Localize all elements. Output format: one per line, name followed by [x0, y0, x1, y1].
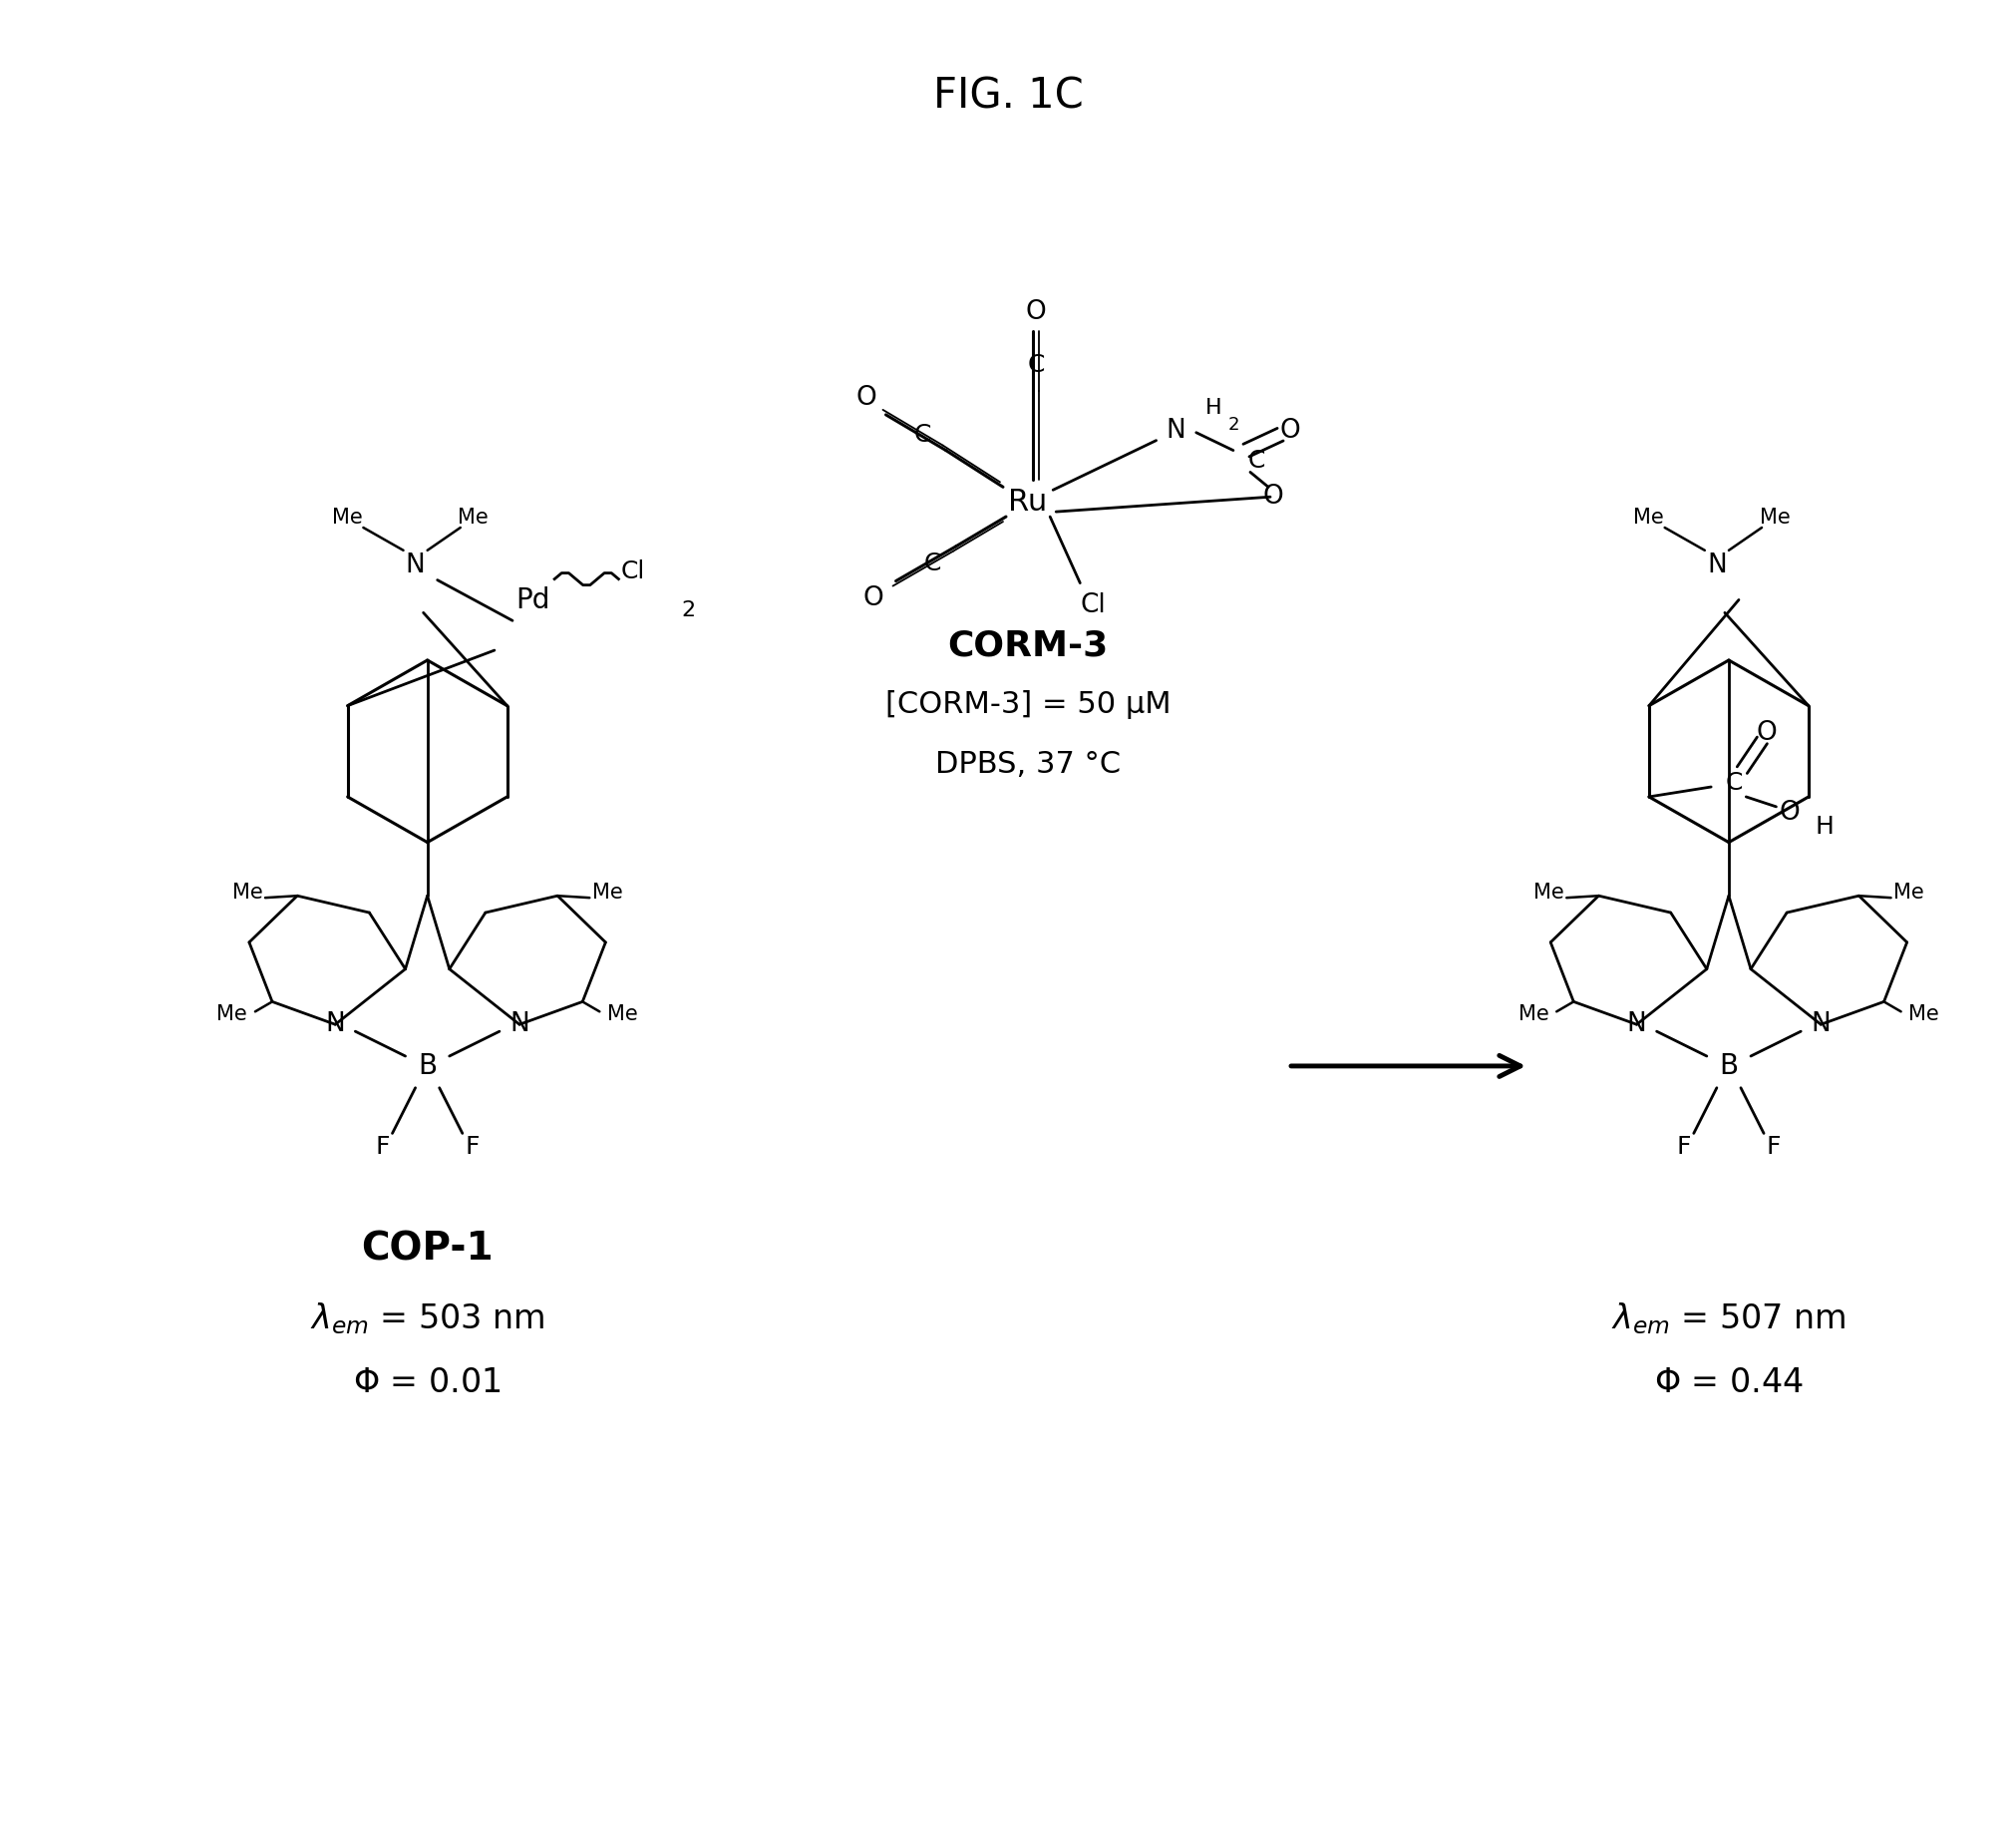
Text: $\lambda_{em}$ = 507 nm: $\lambda_{em}$ = 507 nm — [1611, 1301, 1847, 1336]
Text: Ru: Ru — [1008, 487, 1048, 517]
Text: FIG. 1C: FIG. 1C — [933, 76, 1083, 116]
Text: F: F — [466, 1135, 480, 1159]
Text: F: F — [1677, 1135, 1691, 1159]
Text: O: O — [863, 587, 883, 613]
Text: $\Phi$ = 0.01: $\Phi$ = 0.01 — [353, 1367, 502, 1399]
Text: O: O — [1026, 299, 1046, 325]
Text: Me: Me — [1893, 884, 1925, 902]
Text: DPBS, 37 °C: DPBS, 37 °C — [935, 749, 1121, 779]
Text: Me: Me — [1909, 1004, 1939, 1024]
Text: F: F — [1766, 1135, 1780, 1159]
Text: Pd: Pd — [516, 587, 550, 614]
Text: Me: Me — [458, 507, 488, 528]
Text: N: N — [405, 552, 425, 577]
Text: O: O — [1280, 417, 1300, 443]
Text: Cl: Cl — [1081, 592, 1107, 618]
Text: Me: Me — [593, 884, 623, 902]
Text: O: O — [1778, 799, 1800, 825]
Text: C: C — [1726, 771, 1742, 795]
Text: [CORM-3] = 50 μM: [CORM-3] = 50 μM — [885, 690, 1171, 720]
Text: B: B — [1720, 1052, 1738, 1079]
Text: O: O — [1756, 721, 1776, 747]
Text: Me: Me — [333, 507, 363, 528]
Text: B: B — [417, 1052, 437, 1079]
Text: C: C — [923, 552, 941, 576]
Text: F: F — [375, 1135, 389, 1159]
Text: C: C — [1248, 448, 1264, 472]
Text: N: N — [510, 1011, 530, 1037]
Text: Me: Me — [1633, 507, 1663, 528]
Text: CORM-3: CORM-3 — [948, 629, 1109, 662]
Text: N: N — [1708, 552, 1726, 577]
Text: N: N — [1167, 417, 1185, 443]
Text: Me: Me — [1760, 507, 1790, 528]
Text: $\lambda_{em}$ = 503 nm: $\lambda_{em}$ = 503 nm — [310, 1301, 544, 1336]
Text: O: O — [1262, 483, 1284, 509]
Text: Me: Me — [232, 884, 262, 902]
Text: $\Phi$ = 0.44: $\Phi$ = 0.44 — [1653, 1367, 1804, 1399]
Text: 2: 2 — [681, 601, 696, 620]
Text: Me: Me — [1534, 884, 1564, 902]
Text: COP-1: COP-1 — [361, 1231, 494, 1268]
Text: H: H — [1206, 399, 1222, 417]
Text: 2: 2 — [1228, 415, 1240, 434]
Text: N: N — [1627, 1011, 1647, 1037]
Text: Me: Me — [607, 1004, 637, 1024]
Text: O: O — [855, 386, 877, 411]
Text: N: N — [325, 1011, 345, 1037]
Text: Me: Me — [218, 1004, 248, 1024]
Text: H: H — [1814, 814, 1835, 838]
Text: C: C — [913, 423, 931, 446]
Text: C: C — [1028, 352, 1044, 376]
Text: Cl: Cl — [621, 559, 645, 583]
Text: Me: Me — [1518, 1004, 1548, 1024]
Text: N: N — [1810, 1011, 1831, 1037]
